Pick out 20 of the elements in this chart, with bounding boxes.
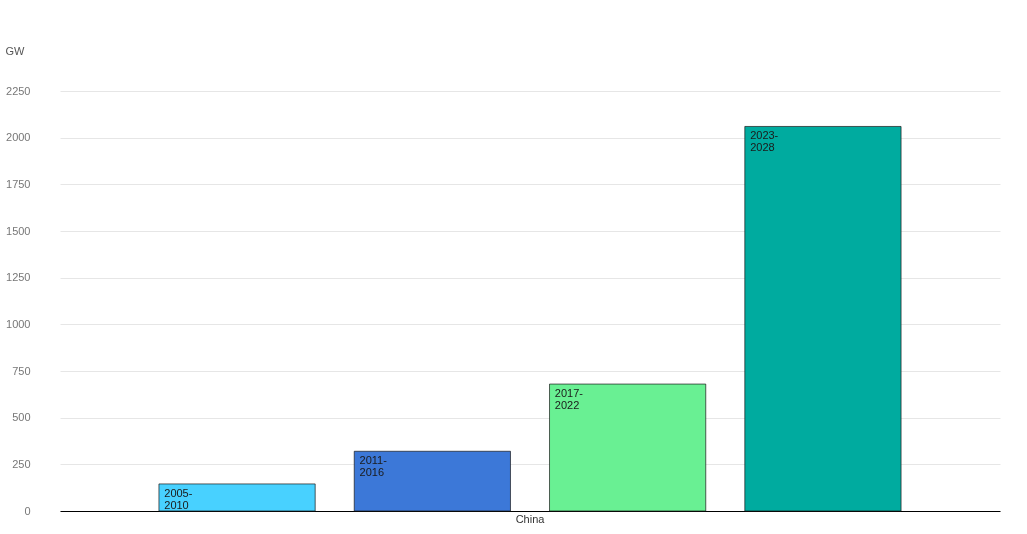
bar (744, 126, 902, 512)
bar (353, 450, 511, 512)
x-tick-label: China (515, 512, 546, 525)
series-label: 2017-2022 (554, 387, 584, 412)
y-axis-title: GW (5, 44, 26, 57)
series-label: 2011-2016 (359, 454, 388, 479)
y-tick-label: 0 (24, 504, 31, 517)
y-tick-label: 250 (12, 457, 31, 470)
y-tick-label: 500 (12, 411, 31, 424)
y-tick-label: 1750 (6, 177, 31, 190)
y-tick-label: 1000 (6, 317, 31, 330)
bar (549, 383, 707, 512)
y-tick-label: 1500 (6, 224, 31, 237)
y-tick-label: 2000 (6, 131, 31, 144)
series-label: 2005-2010 (164, 486, 193, 511)
bar (158, 483, 316, 512)
series-label: 2023-2028 (750, 129, 779, 154)
y-tick-label: 2250 (6, 84, 31, 97)
y-tick-label: 1250 (6, 271, 31, 284)
y-tick-label: 750 (12, 364, 31, 377)
